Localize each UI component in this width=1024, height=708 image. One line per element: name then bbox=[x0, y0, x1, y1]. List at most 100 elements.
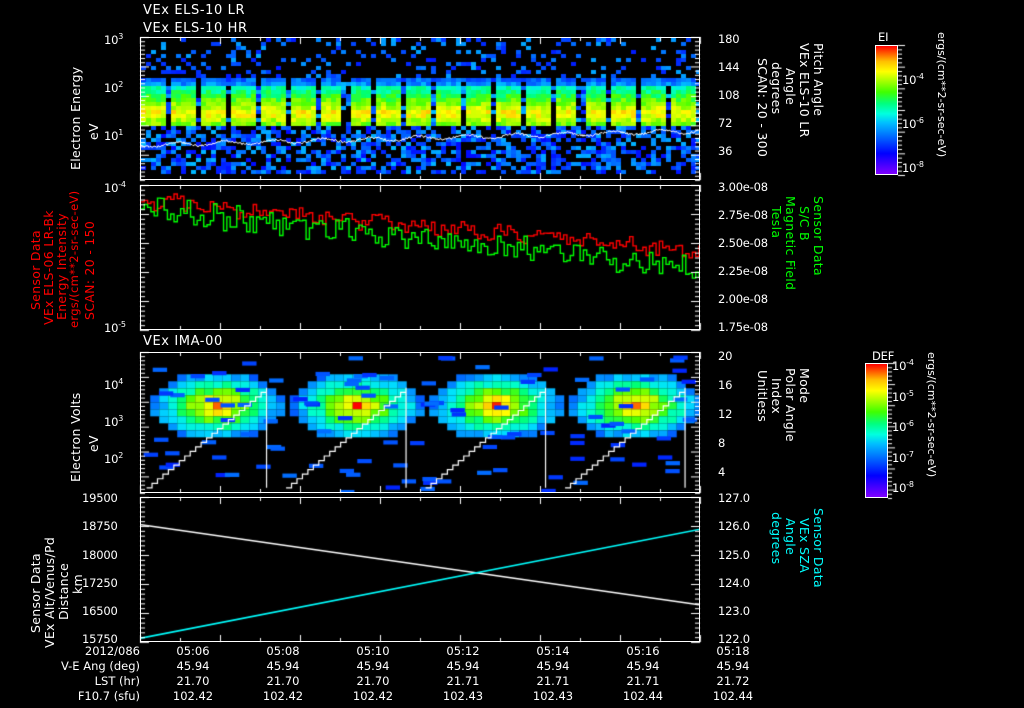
lst-3: 21.71 bbox=[446, 674, 480, 688]
f107-0: 102.42 bbox=[172, 689, 214, 703]
panel-altitude-sza[interactable] bbox=[140, 497, 700, 642]
panel4-right-label-0: Sensor Data bbox=[811, 508, 826, 588]
panel1-right-tick-3: 72 bbox=[718, 116, 733, 130]
ve-ang-6: 45.94 bbox=[716, 659, 750, 673]
panel2-right-label-0: Sensor Data bbox=[811, 196, 826, 276]
panel4-left-tick-1: 18750 bbox=[82, 519, 118, 533]
panel4-left-label-1: VEx Alt/Venus/Pd bbox=[42, 536, 57, 648]
row-label-ve-ang: V-E Ang (deg) bbox=[60, 659, 140, 673]
panel3-left-axis-units: eV bbox=[86, 435, 101, 452]
time-6: 05:18 bbox=[716, 644, 750, 658]
table-row: 2012/086 05:06 05:08 05:10 05:12 05:14 0… bbox=[0, 644, 778, 659]
time-5: 05:16 bbox=[626, 644, 660, 658]
panel3-colorbar-tick-4: 10-8 bbox=[892, 480, 914, 495]
panel1-left-tick-2: 101 bbox=[104, 128, 124, 143]
panel4-right-tick-1: 126.0 bbox=[718, 519, 750, 533]
panel4-left-label-2: Distance bbox=[56, 562, 71, 620]
panel2-right-tick-2: 2.50e-08 bbox=[718, 236, 768, 250]
panel1-right-tick-1: 144 bbox=[718, 60, 740, 74]
panel4-right-label-1: VEx SZA bbox=[797, 518, 812, 573]
panel2-right-tick-1: 2.75e-08 bbox=[718, 208, 768, 222]
panel4-left-tick-0: 19500 bbox=[82, 491, 118, 505]
lst-0: 21.70 bbox=[176, 674, 210, 688]
panel1-right-label-4: SCAN: 20 - 300 bbox=[755, 58, 770, 158]
panel1-right-tick-0: 180 bbox=[718, 32, 740, 46]
panel4-right-label-3: degrees bbox=[769, 512, 784, 565]
f107-5: 102.44 bbox=[622, 689, 664, 703]
panel2-right-tick-5: 1.75e-08 bbox=[718, 320, 768, 334]
panel3-left-tick-0: 104 bbox=[104, 377, 124, 392]
ve-ang-1: 45.94 bbox=[266, 659, 300, 673]
time-1: 05:08 bbox=[266, 644, 300, 658]
panel4-left-tick-3: 17250 bbox=[82, 576, 118, 590]
panel4-right-tick-0: 127.0 bbox=[718, 491, 750, 505]
panel1-left-tick-1: 102 bbox=[104, 80, 124, 95]
panel-energy-intensity-magnetic-field[interactable] bbox=[140, 185, 700, 330]
panel2-right-tick-4: 2.00e-08 bbox=[718, 292, 768, 306]
panel2-left-label-3: ergs/(cm**2-sr-sec-eV) bbox=[67, 190, 81, 328]
ve-ang-4: 45.94 bbox=[536, 659, 570, 673]
panel1-left-axis-units: eV bbox=[86, 123, 101, 140]
panel-electron-energy-spectrogram[interactable] bbox=[140, 37, 700, 180]
panel4-right-tick-2: 125.0 bbox=[718, 548, 750, 562]
f107-1: 102.42 bbox=[262, 689, 304, 703]
bottom-parameter-table: 2012/086 05:06 05:08 05:10 05:12 05:14 0… bbox=[0, 644, 778, 704]
panel3-colorbar-tick-2: 10-6 bbox=[892, 419, 914, 434]
panel3-colorbar-name: DEF bbox=[872, 349, 895, 363]
table-row: LST (hr) 21.70 21.70 21.70 21.71 21.71 2… bbox=[0, 674, 778, 689]
panel1-colorbar-tick-1: 10-6 bbox=[902, 116, 924, 131]
time-3: 05:12 bbox=[446, 644, 480, 658]
panel-ima-spectrogram[interactable] bbox=[140, 352, 700, 493]
f107-2: 102.42 bbox=[352, 689, 394, 703]
panel1-colorbar-tick-2: 10-8 bbox=[902, 160, 924, 175]
ve-ang-2: 45.94 bbox=[356, 659, 390, 673]
time-2: 05:10 bbox=[356, 644, 390, 658]
panel3-left-axis-label: Electron Volts bbox=[68, 392, 83, 482]
panel1-left-axis-label: Electron Energy bbox=[68, 66, 83, 170]
lst-2: 21.70 bbox=[356, 674, 390, 688]
panel4-left-label-0: Sensor Data bbox=[28, 553, 43, 633]
panel3-left-tick-1: 103 bbox=[104, 414, 124, 429]
time-0: 05:06 bbox=[176, 644, 210, 658]
panel3-left-tick-2: 102 bbox=[104, 451, 124, 466]
panel3-right-label-1: Polar Angle bbox=[783, 368, 798, 442]
panel1-colorbar-name: EI bbox=[878, 30, 889, 44]
panel2-right-tick-3: 2.25e-08 bbox=[718, 264, 768, 278]
panel3-colorbar-tick-1: 10-5 bbox=[892, 389, 914, 404]
panel2-left-tick-0: 10-4 bbox=[104, 180, 126, 195]
panel2-left-label-4: SCAN: 20 - 150 bbox=[82, 220, 97, 320]
row-label-date: 2012/086 bbox=[84, 644, 140, 658]
panel3-right-label-2: Index bbox=[769, 378, 784, 414]
panel3-title: VEx IMA-00 bbox=[143, 334, 223, 349]
panel2-right-label-3: Tesla bbox=[769, 206, 784, 239]
panel4-left-tick-4: 16500 bbox=[82, 604, 118, 618]
panel1-title-hr: VEx ELS-10 HR bbox=[143, 21, 248, 36]
f107-6: 102.44 bbox=[712, 689, 754, 703]
ve-ang-3: 45.94 bbox=[446, 659, 480, 673]
panel2-right-label-2: Magnetic Field bbox=[783, 196, 798, 291]
panel1-right-label-1: VEx ELS-10 LR bbox=[797, 43, 812, 138]
f107-4: 102.43 bbox=[532, 689, 574, 703]
panel4-right-tick-4: 123.0 bbox=[718, 604, 750, 618]
panel1-right-tick-4: 36 bbox=[718, 144, 733, 158]
panel3-colorbar-tick-3: 10-7 bbox=[892, 450, 914, 465]
panel3-right-tick-1: 16 bbox=[718, 378, 733, 392]
lst-1: 21.70 bbox=[266, 674, 300, 688]
ve-ang-0: 45.94 bbox=[176, 659, 210, 673]
panel1-colorbar-tick-0: 10-4 bbox=[902, 72, 924, 87]
panel3-right-tick-3: 8 bbox=[718, 436, 726, 450]
panel1-left-tick-0: 103 bbox=[104, 32, 124, 47]
panel3-right-label-3: Unitless bbox=[755, 370, 770, 423]
panel3-right-label-0: Mode bbox=[797, 368, 812, 404]
panel1-right-tick-2: 108 bbox=[718, 88, 740, 102]
panel1-right-label-0: Pitch Angle bbox=[811, 43, 826, 117]
panel1-colorbar bbox=[875, 45, 898, 175]
panel3-right-tick-2: 12 bbox=[718, 407, 733, 421]
f107-3: 102.43 bbox=[442, 689, 484, 703]
panel2-right-label-1: S/C B bbox=[797, 206, 812, 241]
row-label-f107: F10.7 (sfu) bbox=[77, 689, 140, 703]
panel4-right-tick-3: 124.0 bbox=[718, 576, 750, 590]
ve-ang-5: 45.94 bbox=[626, 659, 660, 673]
panel3-right-tick-0: 20 bbox=[718, 349, 733, 363]
